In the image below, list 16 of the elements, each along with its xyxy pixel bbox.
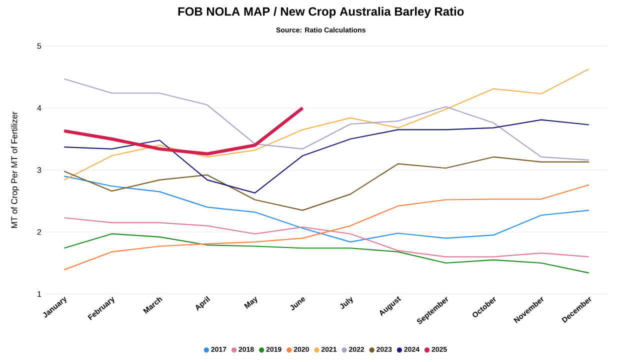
y-tick-label: 5	[37, 43, 42, 49]
line-series	[64, 156, 590, 211]
y-tick-label: 4	[37, 105, 42, 111]
line-series	[62, 106, 304, 156]
line-series	[64, 184, 590, 270]
line-series	[64, 233, 590, 274]
line-series	[64, 176, 590, 242]
line-series	[64, 217, 590, 258]
y-axis-title: MT of Crop Per MT of Fertilizer	[11, 112, 19, 228]
y-tick-label: 1	[38, 291, 42, 297]
y-tick-label: 2	[37, 229, 42, 235]
line-series	[64, 78, 590, 161]
y-tick-label: 3	[37, 167, 42, 173]
chart-title: FOB NOLA MAP / New Crop Australia Barley Ratio	[178, 6, 464, 18]
line-series	[64, 68, 590, 180]
line-series	[64, 119, 590, 194]
